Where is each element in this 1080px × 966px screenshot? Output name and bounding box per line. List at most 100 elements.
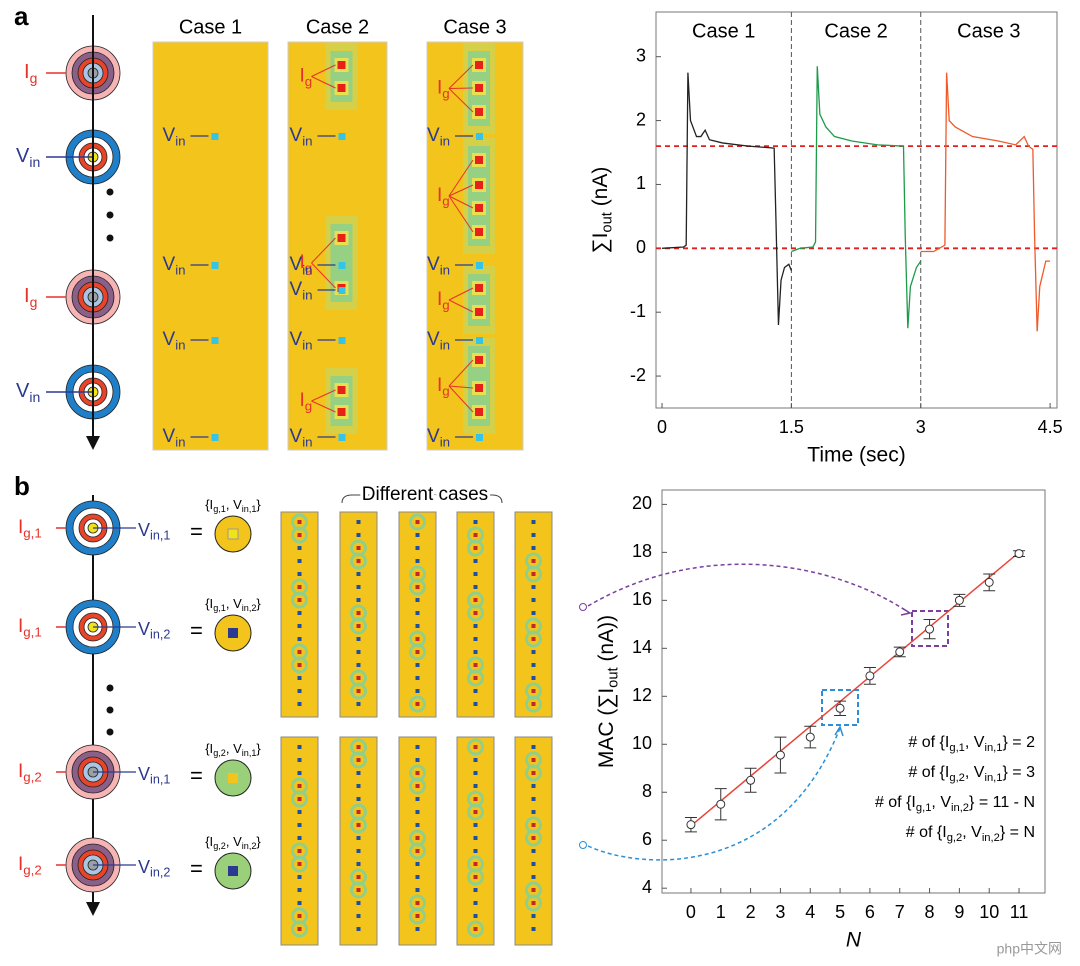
response-ring	[350, 881, 367, 899]
pixel	[356, 598, 361, 602]
pixel	[297, 784, 302, 788]
pixel	[531, 745, 536, 749]
pixel	[473, 611, 478, 615]
label-part: V	[427, 426, 440, 447]
pixel	[473, 823, 478, 827]
x-axis-title: Time (sec)	[807, 444, 905, 467]
ig-pixel	[475, 356, 483, 364]
pointer	[448, 87, 474, 89]
pixel	[531, 927, 536, 931]
subscript: in	[302, 434, 312, 449]
pixel	[531, 676, 536, 680]
response-ring	[350, 552, 367, 570]
pointer	[448, 299, 474, 313]
label: Vin,1	[138, 764, 170, 787]
pointer	[311, 262, 336, 289]
pixel	[531, 771, 536, 775]
vin-pixel	[211, 337, 219, 344]
pixel	[415, 888, 420, 892]
label-part: V	[290, 125, 303, 146]
label: Vin	[290, 329, 313, 352]
pixel	[297, 650, 302, 654]
equals: =	[190, 618, 203, 643]
highlight-box	[911, 610, 949, 647]
label-part: # of {I	[875, 794, 916, 811]
subscript: in,1	[984, 772, 1002, 784]
pixel	[531, 572, 536, 576]
pixel	[356, 758, 361, 762]
pixel	[473, 663, 478, 667]
pixel	[415, 520, 420, 524]
pixel	[415, 533, 420, 537]
pixel	[531, 546, 536, 550]
response-ring	[291, 855, 308, 873]
pixel	[356, 702, 361, 706]
label-part: } = 11 - N	[969, 794, 1035, 811]
pixel	[356, 836, 361, 840]
subscript: g,2	[213, 841, 226, 851]
label: Ig	[24, 61, 37, 85]
label: ∑Iout (nA)	[589, 167, 616, 254]
label: # of {Ig,1, Vin,1} = 2	[908, 734, 1035, 754]
label: Vin	[163, 254, 186, 277]
ellipsis-dot	[106, 234, 114, 242]
response-ring	[525, 630, 542, 648]
arrow-head	[900, 607, 912, 616]
label: # of {Ig,2, Vin,1} = 3	[908, 764, 1035, 784]
data-point	[865, 671, 875, 681]
subscript: in	[440, 262, 450, 277]
ig-pixel	[337, 84, 346, 92]
pixel	[297, 637, 302, 641]
label: Vin,2	[138, 619, 170, 642]
pixel	[356, 927, 361, 931]
label-part: V	[290, 279, 303, 300]
subscript: in	[175, 133, 185, 148]
x-tick-label: 3	[775, 902, 785, 922]
label-part: V	[290, 329, 303, 350]
label: Ig	[437, 289, 450, 312]
section-title: Different cases	[362, 484, 488, 505]
heatmap-strip	[339, 736, 378, 946]
subscript: in,1	[242, 504, 257, 514]
subscript: in,2	[242, 603, 257, 613]
highlight-box	[821, 689, 859, 726]
response-ring	[525, 695, 542, 713]
case-title: Case 3	[443, 16, 506, 38]
vin-pixel	[476, 133, 483, 140]
pixel	[415, 650, 420, 654]
x-tick-label: 11	[1010, 902, 1029, 922]
pixel	[473, 650, 478, 654]
pixel	[415, 823, 420, 827]
pixel	[356, 810, 361, 814]
pixel	[415, 784, 420, 788]
pixel	[415, 901, 420, 905]
vin-pixel	[476, 337, 483, 344]
pixel	[531, 520, 536, 524]
label: Vin,2	[138, 857, 170, 880]
pixel	[297, 598, 302, 602]
label-part: V	[427, 254, 440, 275]
subscript: out	[605, 667, 621, 687]
pixel	[297, 624, 302, 628]
pixel	[297, 823, 302, 827]
section-title: Different cases	[362, 484, 488, 505]
pointer	[448, 184, 474, 197]
label: Vin	[290, 426, 313, 449]
ig-pixel	[337, 386, 346, 394]
arrow	[587, 727, 841, 861]
pixel	[356, 572, 361, 576]
label-part: (nA)	[589, 167, 612, 213]
pointer	[448, 359, 474, 387]
label: Ig,1	[18, 517, 42, 540]
label: {Ig,1, Vin,1}	[205, 497, 261, 514]
subscript: g,1	[916, 802, 932, 814]
pixel	[531, 784, 536, 788]
label-part: V	[163, 254, 176, 275]
label-part: # of {I	[908, 734, 949, 751]
pixel	[356, 745, 361, 749]
pixel	[297, 888, 302, 892]
pixel	[297, 914, 302, 918]
pixel	[415, 875, 420, 879]
fit-line	[690, 551, 1020, 827]
y-tick-label: 4	[642, 877, 652, 897]
